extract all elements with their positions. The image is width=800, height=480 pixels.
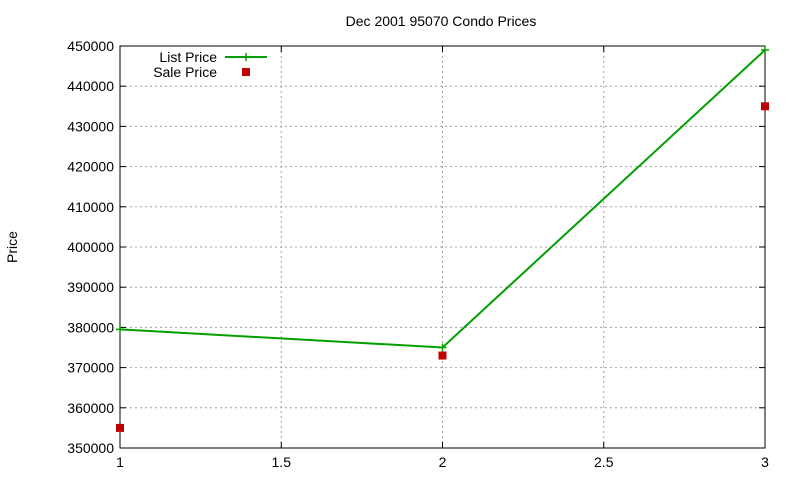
legend-swatch-sale-price xyxy=(242,68,250,76)
chart-title: Dec 2001 95070 Condo Prices xyxy=(346,13,537,29)
axis-ticks: 350000 360000 370000 380000 390000 400000 4100… xyxy=(67,38,769,470)
legend-label-list-price: List Price xyxy=(159,49,217,65)
y-tick-label: 370000 xyxy=(67,360,114,376)
y-tick-label: 420000 xyxy=(67,159,114,175)
grid xyxy=(120,46,765,448)
sale-price-point xyxy=(438,351,447,360)
sale-price-point xyxy=(116,423,124,432)
sale-price-point xyxy=(761,102,769,111)
x-tick-label: 1.5 xyxy=(272,454,292,470)
y-tick-label: 360000 xyxy=(67,400,114,416)
x-tick-label: 2 xyxy=(439,454,447,470)
legend-marker-list-price xyxy=(242,53,250,61)
y-tick-label: 410000 xyxy=(67,199,114,215)
y-tick-label: 380000 xyxy=(67,319,114,335)
list-price-point xyxy=(438,343,447,352)
y-tick-label: 400000 xyxy=(67,239,114,255)
x-tick-label: 1 xyxy=(116,454,124,470)
y-tick-label: 350000 xyxy=(67,440,114,456)
y-tick-label: 390000 xyxy=(67,279,114,295)
list-price-point xyxy=(761,46,769,55)
y-tick-label: 440000 xyxy=(67,78,114,94)
y-tick-label: 450000 xyxy=(67,38,114,54)
x-tick-label: 3 xyxy=(761,454,769,470)
list-price-point xyxy=(116,325,124,334)
legend-label-sale-price: Sale Price xyxy=(153,64,217,80)
x-tick-label: 2.5 xyxy=(594,454,614,470)
y-tick-label: 430000 xyxy=(67,118,114,134)
series xyxy=(116,46,769,432)
y-axis-label: Price xyxy=(4,231,20,263)
